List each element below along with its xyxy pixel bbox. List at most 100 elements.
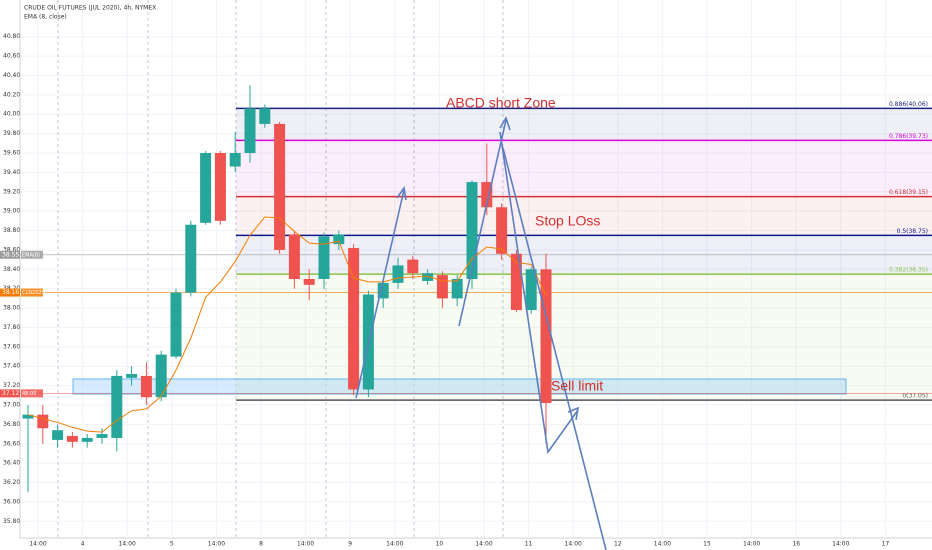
y-tick-label: 40.80	[3, 33, 20, 40]
y-tick-label: 39.40	[3, 169, 20, 176]
fib-zone	[236, 108, 932, 141]
annotation: ABCD short Zone	[446, 95, 556, 111]
x-tick-label: 14:00	[475, 541, 492, 548]
x-tick-label: 5	[170, 541, 174, 548]
y-tick-label: 40.40	[3, 72, 20, 79]
y-tick-label: 36.60	[3, 440, 20, 447]
y-tick-label: 38.80	[3, 227, 20, 234]
fib-zone	[236, 196, 932, 236]
x-tick-label: 14:00	[832, 541, 849, 548]
sell-zone	[72, 378, 847, 395]
x-tick-label: 8	[259, 541, 263, 548]
x-tick-label: 15	[703, 541, 711, 548]
arrow	[502, 147, 607, 550]
candle-body	[229, 153, 241, 167]
ema-line	[27, 216, 547, 433]
tag-note-bg	[21, 288, 43, 297]
fib-label: 0.786(39.73)	[889, 133, 928, 140]
x-tick-label: 14:00	[119, 541, 136, 548]
y-tick-label: 40.20	[3, 91, 20, 98]
y-tick-label: 36.80	[3, 421, 20, 428]
candle-body	[170, 292, 182, 357]
price-tag-label: 38.16	[2, 289, 19, 296]
candle-body	[126, 373, 138, 378]
y-tick-label: 38.40	[3, 266, 20, 273]
candle-body	[481, 182, 493, 208]
candle-body	[66, 436, 78, 442]
candle-body	[259, 108, 271, 124]
x-tick-label: 14:00	[565, 541, 582, 548]
price-tag	[0, 288, 20, 297]
candle-body	[422, 273, 434, 281]
y-tick-label: 36.20	[3, 479, 20, 486]
arrow-head	[567, 406, 580, 421]
x-tick-label: 14:00	[29, 541, 46, 548]
candle-body	[333, 234, 345, 245]
x-tick-label: 11	[525, 541, 533, 548]
candle-body	[540, 269, 552, 404]
candle-body	[244, 108, 256, 153]
x-tick-label: 14:00	[654, 541, 671, 548]
candle-body	[111, 375, 123, 438]
candle-body	[466, 182, 478, 279]
candle-body	[140, 375, 152, 398]
price-tag	[0, 389, 20, 398]
tag-note-bg	[21, 250, 43, 259]
candle-body	[214, 153, 226, 221]
chart-title: CRUDE OIL FUTURES (JUL 2020), 4h, NYMEX	[24, 5, 156, 12]
y-tick-label: 39.60	[3, 150, 20, 157]
candle-body	[525, 269, 537, 311]
arrow	[458, 119, 507, 327]
y-tick-label: 37.20	[3, 382, 20, 389]
x-tick-label: 14:00	[208, 541, 225, 548]
y-tick-label: 36.00	[3, 498, 20, 505]
price-tag	[0, 250, 20, 259]
y-tick-label: 37.00	[3, 402, 20, 409]
candle-body	[155, 354, 167, 398]
candle-body	[377, 282, 389, 299]
indicator-label: EMA (8, close)	[24, 14, 67, 21]
x-tick-label: 4	[81, 541, 85, 548]
candle-body	[451, 279, 463, 299]
x-tick-label: 12	[614, 541, 622, 548]
arrows	[355, 116, 607, 550]
tag-note: 48:00	[22, 391, 36, 397]
x-tick-label: 10	[436, 541, 444, 548]
candle-body	[392, 265, 404, 283]
candle-body	[496, 207, 508, 254]
y-tick-label: 36.40	[3, 460, 20, 467]
annotation: Stop LOss	[535, 213, 600, 229]
x-tick-label: 16	[792, 541, 800, 548]
x-tick-label: 9	[348, 541, 352, 548]
fib-label: 0.382(38.35)	[889, 267, 928, 274]
candle-body	[52, 430, 64, 440]
y-tick-label: 38.00	[3, 305, 20, 312]
price-tag-label: 37.12	[2, 390, 19, 397]
candle-body	[303, 279, 315, 285]
fib-label: 0(37.05)	[902, 393, 928, 400]
tag-note-bg	[21, 389, 43, 398]
candle-body	[288, 234, 300, 279]
arrow	[355, 189, 405, 399]
candle-body	[348, 247, 360, 390]
y-tick-label: 39.00	[3, 208, 20, 215]
y-tick-label: 35.80	[3, 518, 20, 525]
candle-body	[37, 414, 49, 429]
arrow-head	[499, 116, 511, 131]
y-tick-label: 40.60	[3, 53, 20, 60]
x-tick-label: 14:00	[297, 541, 314, 548]
x-tick-label: 14:00	[743, 541, 760, 548]
candle-body	[407, 259, 419, 274]
candle-body	[510, 253, 522, 311]
candle-body	[185, 224, 197, 293]
y-tick-label: 40.00	[3, 111, 20, 118]
tag-note: CLN2020	[22, 290, 45, 296]
candle-body	[81, 437, 93, 442]
price-tag-label: 38.55	[2, 251, 19, 258]
candle-body	[96, 434, 108, 438]
y-tick-label: 37.80	[3, 324, 20, 331]
y-tick-label: 37.60	[3, 343, 20, 350]
candle-body	[22, 414, 34, 419]
